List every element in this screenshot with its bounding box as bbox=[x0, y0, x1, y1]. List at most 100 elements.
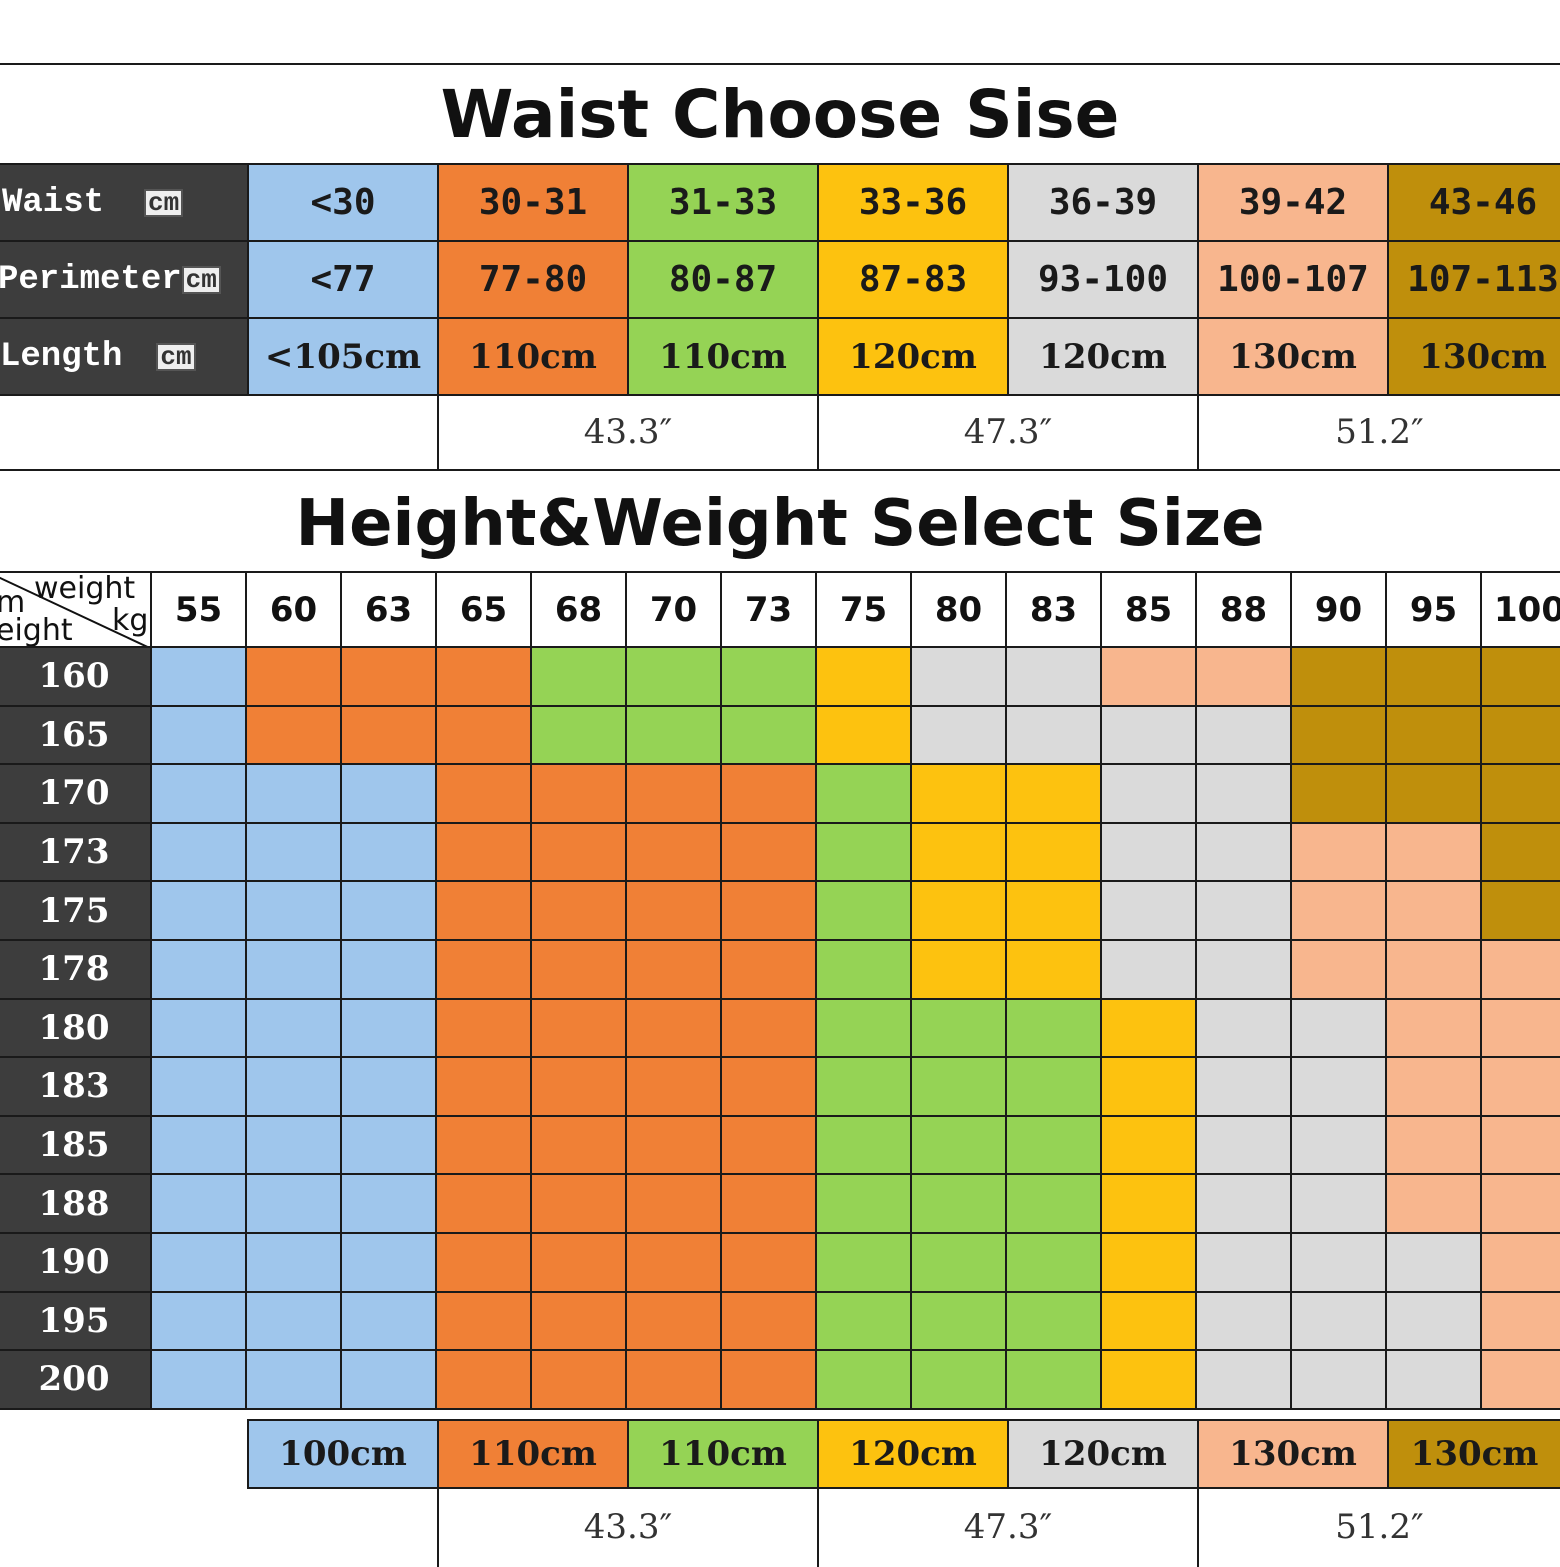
weight-header: 73 bbox=[720, 571, 817, 648]
size-cell bbox=[245, 763, 342, 824]
waist-cell: 31-33 bbox=[627, 163, 819, 242]
size-cell bbox=[530, 1056, 627, 1117]
size-cell bbox=[1005, 1290, 1102, 1352]
size-cell bbox=[1100, 763, 1197, 824]
size-cell bbox=[1290, 1173, 1387, 1234]
row-label: Length bbox=[0, 337, 123, 376]
length-cell: 120cm bbox=[1007, 1419, 1199, 1489]
size-cell bbox=[340, 1349, 437, 1410]
size-cell bbox=[1385, 1349, 1482, 1410]
size-cell bbox=[245, 1056, 342, 1117]
size-cell bbox=[720, 1173, 817, 1234]
size-cell bbox=[625, 1173, 722, 1234]
size-cell bbox=[245, 704, 342, 766]
size-cell bbox=[150, 1114, 247, 1176]
waist-row-header: Length cm bbox=[0, 317, 249, 396]
weight-header: 60 bbox=[245, 571, 342, 648]
size-cell bbox=[530, 646, 627, 707]
size-cell bbox=[625, 821, 722, 883]
waist-cell: 120cm bbox=[817, 317, 1009, 396]
size-cell bbox=[245, 997, 342, 1059]
size-cell bbox=[1385, 1173, 1482, 1234]
size-cell bbox=[1385, 1232, 1482, 1293]
size-cell bbox=[340, 880, 437, 941]
section-rule bbox=[0, 469, 1560, 471]
waist-cell: <77 bbox=[247, 240, 439, 319]
size-cell bbox=[435, 704, 532, 766]
size-cell bbox=[1480, 880, 1560, 941]
height-row-header: 173 bbox=[0, 821, 152, 883]
size-cell bbox=[435, 1349, 532, 1410]
size-cell bbox=[1005, 997, 1102, 1059]
size-cell bbox=[910, 997, 1007, 1059]
size-cell bbox=[1480, 704, 1560, 766]
size-cell bbox=[815, 1173, 912, 1234]
size-cell bbox=[1290, 880, 1387, 941]
size-cell bbox=[1480, 1349, 1560, 1410]
waist-cell: 107-113 bbox=[1387, 240, 1560, 319]
size-cell bbox=[530, 1232, 627, 1293]
size-cell bbox=[625, 763, 722, 824]
size-cell bbox=[340, 997, 437, 1059]
height-row-header: 175 bbox=[0, 880, 152, 941]
row-label: Perimeter bbox=[0, 260, 182, 299]
size-cell bbox=[1480, 997, 1560, 1059]
size-cell bbox=[1195, 1349, 1292, 1410]
size-cell bbox=[1005, 704, 1102, 766]
size-cell bbox=[1005, 880, 1102, 941]
size-cell bbox=[150, 704, 247, 766]
size-cell bbox=[435, 1114, 532, 1176]
size-cell bbox=[340, 1232, 437, 1293]
size-cell bbox=[1290, 1349, 1387, 1410]
size-cell bbox=[150, 1173, 247, 1234]
weight-header: 90 bbox=[1290, 571, 1387, 648]
size-cell bbox=[1005, 1349, 1102, 1410]
size-cell bbox=[1005, 1232, 1102, 1293]
size-cell bbox=[1385, 1056, 1482, 1117]
length-cell: 120cm bbox=[817, 1419, 1009, 1489]
size-cell bbox=[245, 880, 342, 941]
height-row-header: 178 bbox=[0, 939, 152, 1000]
size-cell bbox=[625, 1114, 722, 1176]
size-cell bbox=[150, 1232, 247, 1293]
weight-header: 68 bbox=[530, 571, 627, 648]
size-cell bbox=[340, 1056, 437, 1117]
waist-cell: 87-83 bbox=[817, 240, 1009, 319]
height-row-header: 195 bbox=[0, 1290, 152, 1352]
size-cell bbox=[435, 646, 532, 707]
waist-cell: 39-42 bbox=[1197, 163, 1389, 242]
length-cell: 130cm bbox=[1387, 1419, 1560, 1489]
weight-header: 83 bbox=[1005, 571, 1102, 648]
height-row-header: 160 bbox=[0, 646, 152, 707]
size-cell bbox=[435, 997, 532, 1059]
size-cell bbox=[1195, 646, 1292, 707]
size-cell bbox=[720, 763, 817, 824]
size-cell bbox=[720, 704, 817, 766]
size-cell bbox=[910, 1290, 1007, 1352]
length-cell: 130cm bbox=[1197, 1419, 1389, 1489]
row-label: Waist bbox=[2, 183, 105, 222]
size-cell bbox=[530, 1173, 627, 1234]
size-cell bbox=[720, 997, 817, 1059]
size-cell bbox=[815, 646, 912, 707]
size-cell bbox=[340, 704, 437, 766]
size-cell bbox=[625, 997, 722, 1059]
size-cell bbox=[910, 821, 1007, 883]
size-cell bbox=[910, 704, 1007, 766]
size-cell bbox=[1005, 646, 1102, 707]
size-cell bbox=[1290, 1114, 1387, 1176]
size-cell bbox=[910, 1232, 1007, 1293]
size-cell bbox=[910, 1056, 1007, 1117]
size-cell bbox=[1480, 821, 1560, 883]
size-cell bbox=[150, 997, 247, 1059]
size-cell bbox=[625, 1349, 722, 1410]
waist-row-header: Waist cm bbox=[0, 163, 249, 242]
size-cell bbox=[720, 646, 817, 707]
size-cell bbox=[1100, 1290, 1197, 1352]
size-cell bbox=[815, 763, 912, 824]
size-cell bbox=[1195, 939, 1292, 1000]
size-cell bbox=[435, 821, 532, 883]
waist-cell: 120cm bbox=[1007, 317, 1199, 396]
size-cell bbox=[910, 1114, 1007, 1176]
inch-value: 47.3″ bbox=[817, 1487, 1199, 1567]
